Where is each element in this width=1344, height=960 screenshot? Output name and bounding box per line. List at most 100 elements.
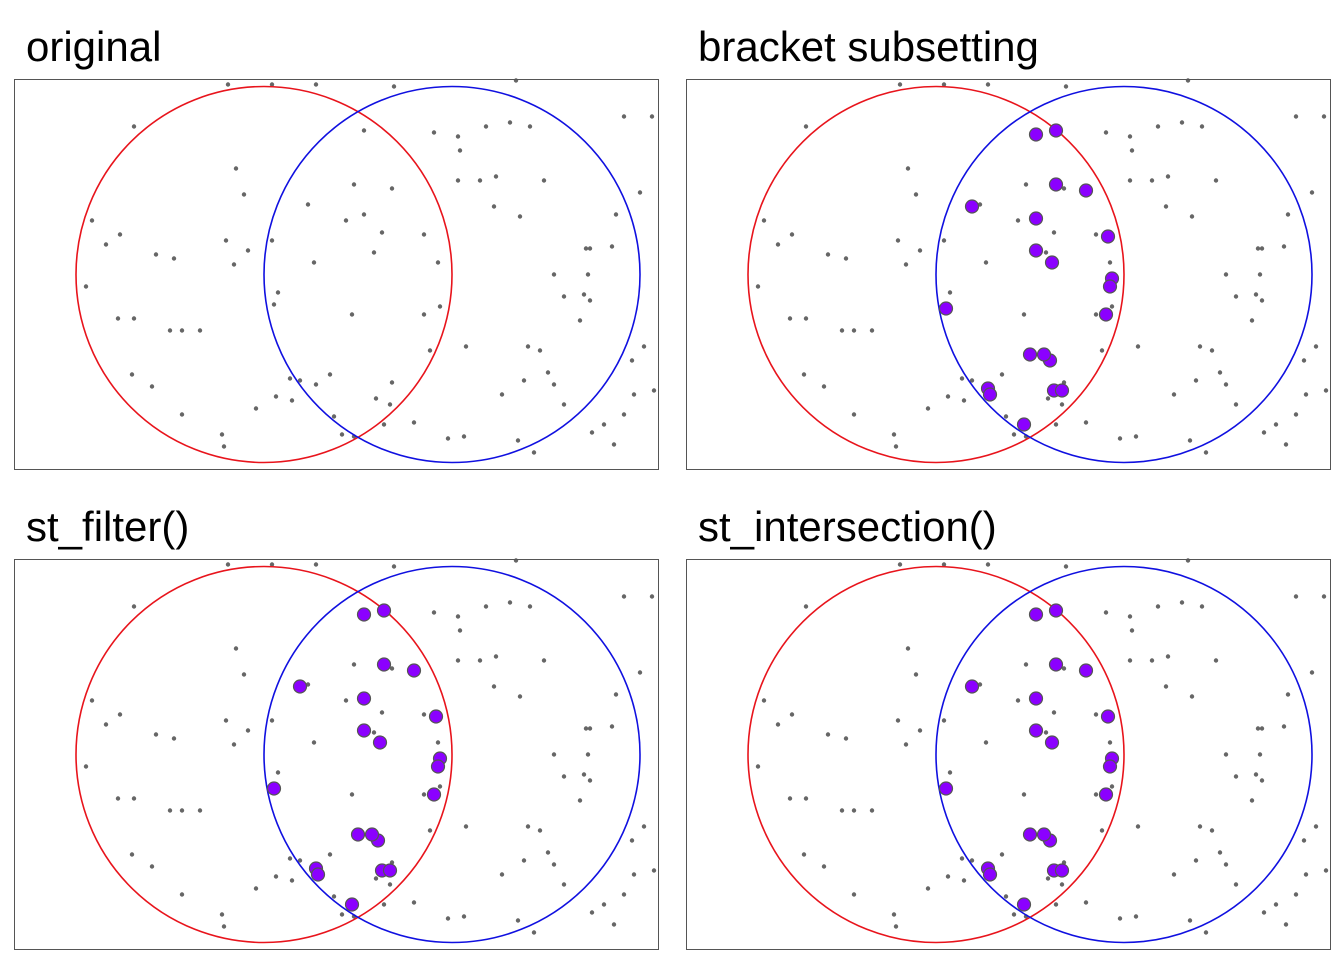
point [381,422,387,427]
point [897,82,903,87]
point [585,272,591,277]
point [103,242,109,247]
point [305,202,311,207]
point [269,562,275,567]
chart-bracket-subsetting [686,78,1331,470]
point [131,124,137,129]
selected-point [1054,863,1070,878]
point [1063,564,1069,569]
point [959,856,965,861]
point [1223,272,1229,277]
point [851,328,857,333]
point [1283,922,1289,927]
selected-point [964,679,980,694]
point [115,316,121,321]
point [89,698,95,703]
point [411,900,417,905]
point [129,372,135,377]
point [297,378,303,383]
point [327,372,333,377]
circle-a [75,85,453,464]
point [999,372,1005,377]
point [1043,730,1049,735]
selected-point [310,867,326,882]
point [761,698,767,703]
point [611,922,617,927]
point [289,398,295,403]
point [803,124,809,129]
point [1313,344,1319,349]
point [435,260,441,265]
point [1323,388,1329,393]
point [1127,614,1133,619]
point [589,430,595,435]
point [1285,692,1291,697]
point [821,864,827,869]
point [631,872,637,877]
point [219,432,225,437]
point [421,232,427,237]
point [223,238,229,243]
selected-point [344,897,360,912]
point [387,882,393,887]
point [577,318,583,323]
point [1171,872,1177,877]
point [431,610,437,615]
point [1127,178,1133,183]
point [241,192,247,197]
point [167,808,173,813]
point [435,740,441,745]
point [787,796,793,801]
point [1163,204,1169,209]
point [273,394,279,399]
point [1233,294,1239,299]
point [1163,684,1169,689]
point [527,604,533,609]
point [613,212,619,217]
selected-point [1036,347,1052,362]
point [361,212,367,217]
selected-point [982,867,998,882]
point [245,728,251,733]
point [1189,694,1195,699]
point [457,628,463,633]
chart-st-filter [14,558,659,950]
selected-point [1016,417,1032,432]
point [1309,670,1315,675]
selected-point [964,199,980,214]
point [1051,710,1057,715]
selected-point [376,657,392,672]
point [1129,628,1135,633]
point [541,658,547,663]
selected-point [938,781,954,796]
selected-point [356,723,372,738]
point [1259,246,1265,251]
point [499,872,505,877]
point [131,316,137,321]
selected-point [1100,229,1116,244]
point [373,396,379,401]
point [545,370,551,375]
point [983,740,989,745]
point [1217,850,1223,855]
point [225,562,231,567]
point [245,248,251,253]
point [1083,420,1089,425]
selected-point [1098,787,1114,802]
point [589,910,595,915]
point [1283,442,1289,447]
point [891,432,897,437]
point [1003,414,1009,419]
point [1165,174,1171,179]
point [411,420,417,425]
point [941,562,947,567]
point [851,892,857,897]
point [561,294,567,299]
selected-point [1028,211,1044,226]
point [541,178,547,183]
point [171,256,177,261]
point [521,378,527,383]
point [609,724,615,729]
point [83,764,89,769]
point [1217,370,1223,375]
